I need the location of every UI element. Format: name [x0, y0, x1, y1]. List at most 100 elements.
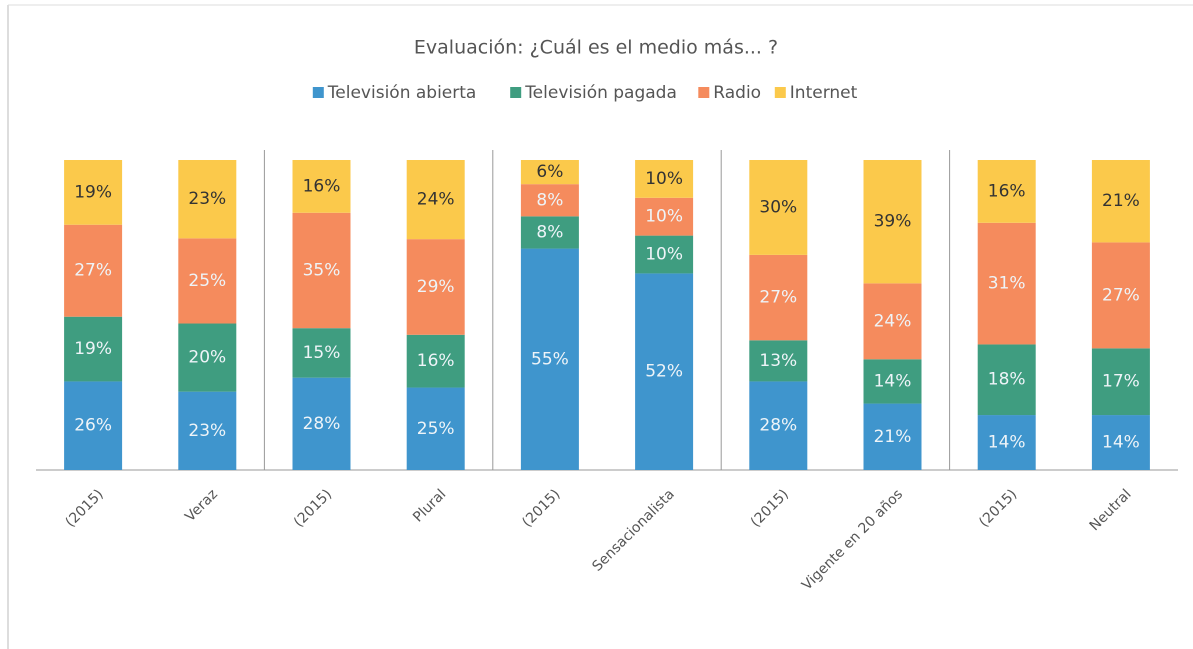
bar-segment	[292, 160, 351, 213]
legend-swatch	[510, 87, 522, 98]
bar-segment	[406, 160, 465, 240]
x-tick-label: Neutral	[1087, 486, 1135, 534]
data-label: 16%	[417, 351, 455, 371]
bar-segment	[977, 160, 1036, 223]
bar-segment	[749, 254, 808, 341]
data-label: 10%	[645, 245, 683, 265]
data-label: 27%	[759, 288, 797, 308]
data-label: 13%	[759, 351, 797, 371]
legend-label: Internet	[790, 83, 858, 103]
bar-segment	[520, 248, 579, 470]
data-label: 25%	[417, 419, 455, 439]
data-label: 29%	[417, 277, 455, 297]
data-label: 31%	[988, 274, 1026, 294]
data-label: 20%	[188, 348, 226, 368]
x-tick-label: (2015)	[748, 486, 792, 530]
legend-label: Televisión abierta	[327, 83, 477, 103]
data-label: 14%	[988, 433, 1026, 453]
bar-segment	[64, 160, 123, 225]
bar-segment	[749, 340, 808, 382]
data-label: 52%	[645, 362, 683, 382]
data-label: 10%	[645, 207, 683, 227]
bar-segment	[406, 239, 465, 335]
data-label: 28%	[303, 414, 341, 434]
legend-label: Televisión pagada	[524, 83, 677, 103]
data-label: 39%	[874, 212, 912, 232]
bar-segment	[292, 212, 351, 329]
bar-segment	[977, 222, 1036, 345]
bar-segment	[520, 184, 579, 217]
bar-segment	[178, 391, 237, 470]
bar-segment	[977, 415, 1036, 470]
bar-segment	[977, 344, 1036, 416]
data-label: 25%	[188, 271, 226, 291]
bar-segment	[1091, 415, 1150, 470]
bar-segment	[292, 328, 351, 378]
data-label: 27%	[74, 261, 112, 281]
bar-segment	[749, 381, 808, 470]
data-label: 24%	[417, 190, 455, 210]
data-label: 30%	[759, 197, 797, 217]
bar-segment	[406, 387, 465, 470]
data-label: 16%	[988, 181, 1026, 201]
bar-segment	[292, 377, 351, 470]
bar-segment	[64, 316, 123, 382]
x-tick-label: Vigente en 20 años	[799, 486, 906, 593]
data-label: 18%	[988, 370, 1026, 390]
data-label: 26%	[74, 416, 112, 436]
bar-segment	[520, 160, 579, 185]
legend-swatch	[698, 87, 710, 98]
bar-segment	[1091, 348, 1150, 416]
data-label: 14%	[874, 371, 912, 391]
bar-segment	[635, 197, 694, 236]
data-label: 21%	[1102, 191, 1140, 211]
bar-segment	[178, 323, 237, 392]
x-tick-label: Veraz	[182, 486, 221, 525]
bar-segment	[1091, 242, 1150, 349]
x-tick-label: (2015)	[976, 486, 1020, 530]
bar-segment	[863, 283, 922, 360]
bar-segment	[635, 235, 694, 274]
data-label: 21%	[874, 427, 912, 447]
data-label: 24%	[874, 311, 912, 331]
x-tick-label: (2015)	[63, 486, 107, 530]
bar-segment	[863, 160, 922, 284]
data-label: 14%	[1102, 433, 1140, 453]
bar-segment	[863, 403, 922, 470]
bar-segment	[406, 334, 465, 388]
data-label: 19%	[74, 182, 112, 202]
data-label: 16%	[303, 176, 341, 196]
data-label: 19%	[74, 339, 112, 359]
data-label: 55%	[531, 349, 569, 369]
legend-swatch	[312, 87, 324, 98]
legend-label: Radio	[713, 83, 761, 103]
data-label: 27%	[1102, 285, 1140, 305]
chart-title: Evaluación: ¿Cuál es el medio más... ?	[414, 37, 778, 59]
bar-segment	[64, 224, 123, 317]
data-label: 6%	[536, 162, 563, 182]
bar-segment	[178, 238, 237, 324]
x-tick-label: (2015)	[519, 486, 563, 530]
legend-swatch	[774, 87, 786, 98]
bar-segment	[749, 160, 808, 255]
bar-segment	[1091, 160, 1150, 243]
data-label: 23%	[188, 189, 226, 209]
data-label: 10%	[645, 169, 683, 189]
data-label: 23%	[188, 421, 226, 441]
data-label: 15%	[303, 343, 341, 363]
bar-segment	[635, 160, 694, 198]
bar-segment	[863, 359, 922, 404]
bar-segment	[64, 381, 123, 470]
data-label: 8%	[536, 222, 563, 242]
x-tick-label: Sensacionalista	[589, 486, 677, 574]
data-label: 17%	[1102, 372, 1140, 392]
data-label: 28%	[759, 416, 797, 436]
x-tick-label: (2015)	[291, 486, 335, 530]
bar-segment	[520, 216, 579, 249]
bar-segment	[178, 160, 237, 239]
x-tick-label: Plural	[410, 486, 449, 525]
data-label: 35%	[303, 260, 341, 280]
data-label: 8%	[536, 190, 563, 210]
bar-segment	[635, 273, 694, 470]
